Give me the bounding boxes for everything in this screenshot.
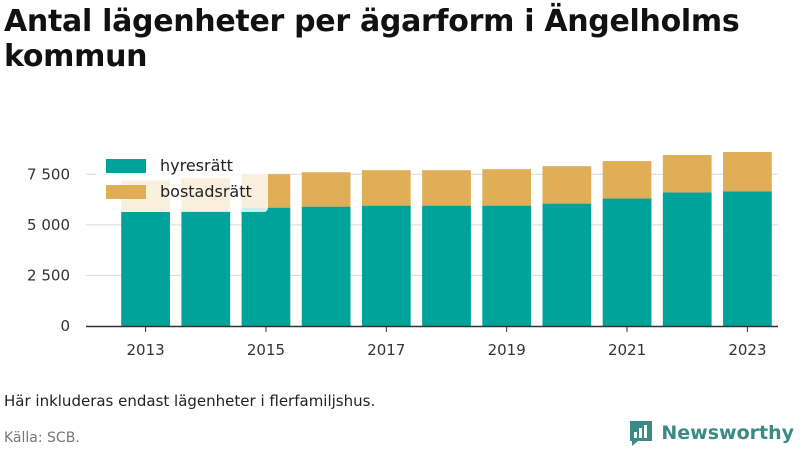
bar-hyresratt-2017 [361, 205, 411, 326]
x-tick-label: 2021 [608, 341, 646, 359]
axes: 0 2 500 5 000 7 500 2013 2015 2017 2019 2021 2023 [27, 165, 778, 359]
x-tick-label: 2023 [728, 341, 766, 359]
chart-title: Antal lägenheter per ägarform i Ängelhol… [4, 4, 740, 74]
legend-label-bostadsratt: bostadsrätt [160, 182, 252, 201]
y-tick-label: 7 500 [27, 165, 70, 183]
bar-bostadsratt-2017 [361, 170, 411, 206]
x-tick-label: 2017 [367, 341, 405, 359]
x-tick-label: 2019 [488, 341, 526, 359]
footnote: Här inkluderas endast lägenheter i flerf… [4, 392, 376, 410]
bar-bostadsratt-2016 [301, 172, 351, 207]
bar-hyresratt-2013 [121, 211, 170, 326]
bar-hyresratt-2016 [301, 206, 351, 326]
x-tick-label: 2015 [247, 341, 285, 359]
y-tick-label: 5 000 [27, 216, 70, 234]
legend-label-hyresratt: hyresrätt [160, 156, 233, 175]
bar-bostadsratt-2021 [602, 161, 652, 199]
bar-hyresratt-2020 [542, 203, 592, 326]
x-tick-label: 2013 [126, 341, 164, 359]
bar-hyresratt-2015 [241, 207, 291, 326]
bar-hyresratt-2014 [181, 210, 231, 326]
bar-bostadsratt-2022 [662, 155, 712, 193]
source-label: Källa: SCB. [4, 430, 80, 446]
legend: hyresrätt bostadsrätt [96, 152, 268, 212]
brand-name: Newsworthy [661, 422, 794, 444]
bar-bostadsratt-2019 [482, 169, 532, 206]
bar-bostadsratt-2023 [723, 152, 772, 192]
bar-hyresratt-2021 [602, 198, 652, 326]
y-tick-label: 0 [60, 317, 70, 335]
y-tick-label: 2 500 [27, 266, 70, 284]
bar-bostadsratt-2018 [422, 170, 471, 206]
legend-swatch-bostadsratt [106, 185, 146, 199]
bar-hyresratt-2023 [723, 191, 772, 326]
bar-hyresratt-2019 [482, 205, 532, 326]
bar-hyresratt-2018 [422, 205, 471, 326]
bar-hyresratt-2022 [662, 192, 712, 326]
bar-bostadsratt-2020 [542, 166, 592, 204]
legend-swatch-hyresratt [106, 159, 146, 173]
brand-logo: Newsworthy [628, 419, 794, 447]
newsworthy-logo-icon [630, 421, 653, 446]
